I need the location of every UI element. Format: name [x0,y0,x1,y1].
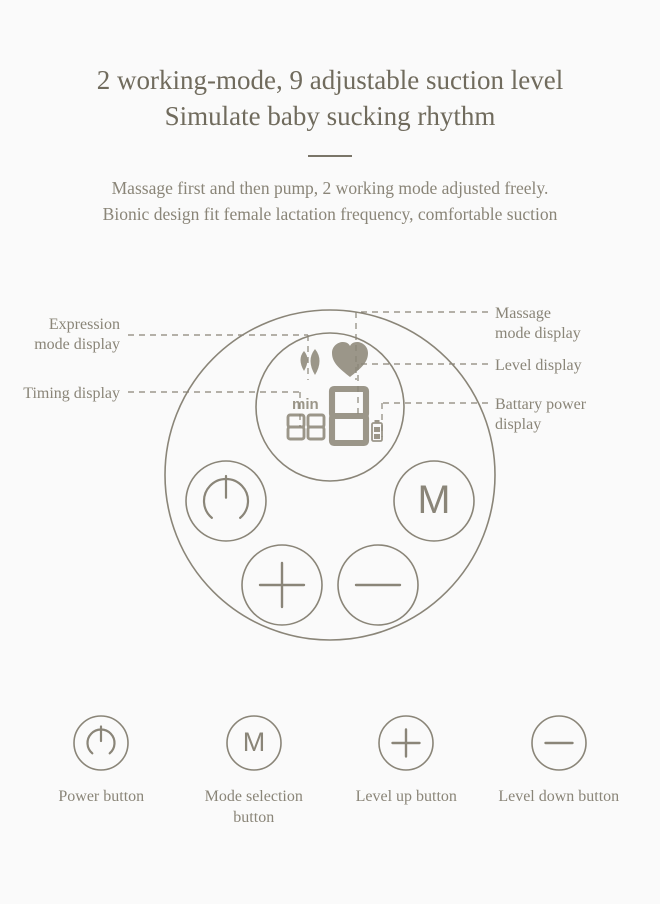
subcopy-line2: Bionic design fit female lactation frequ… [20,201,640,227]
legend-label: Level down button [498,787,619,808]
headline-line2: Simulate baby sucking rhythm [0,98,660,134]
legend-item: Level down button [489,713,629,829]
svg-text:min: min [292,396,319,413]
legend-label: Power button [58,787,144,808]
divider [308,155,352,157]
callout-left: Timing display [23,384,120,404]
svg-text:M: M [243,727,266,757]
callout-right: Battary powerdisplay [495,395,586,435]
M-icon: M [224,713,284,773]
minus-icon [529,713,589,773]
callout-right: Massagemode display [495,304,581,344]
control-diagram: Mmin Expressionmode display Timing displa… [0,255,660,695]
legend-item: Level up button [336,713,476,829]
plus-icon [376,713,436,773]
subcopy-line1: Massage first and then pump, 2 working m… [20,175,640,201]
legend-label: Level up button [356,787,457,808]
callout-left: Expressionmode display [34,315,120,355]
legend-item: Power button [31,713,171,829]
power-icon [71,713,131,773]
legend-label: Mode selectionbutton [205,787,303,829]
headline: 2 working-mode, 9 adjustable suction lev… [0,0,660,135]
legend-item: M Mode selectionbutton [184,713,324,829]
callout-right: Level display [495,356,582,376]
svg-text:M: M [418,478,451,522]
headline-line1: 2 working-mode, 9 adjustable suction lev… [0,62,660,98]
subcopy: Massage first and then pump, 2 working m… [0,175,660,228]
legend-row: Power button M Mode selectionbutton Level u… [0,695,660,829]
